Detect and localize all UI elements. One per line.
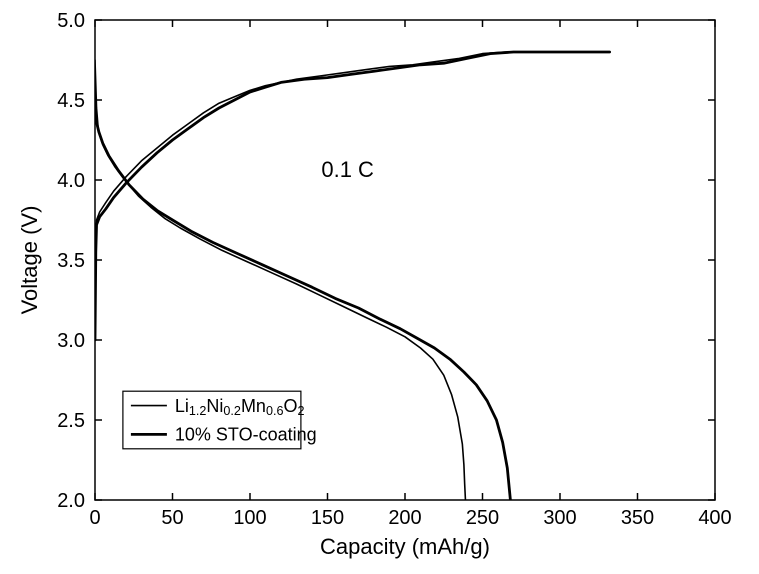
x-tick-label: 150: [311, 507, 344, 529]
y-tick-label: 3.5: [57, 250, 85, 272]
y-tick-label: 5.0: [57, 10, 85, 32]
x-tick-label: 350: [621, 507, 654, 529]
legend-label: 10% STO-coating: [175, 425, 317, 445]
y-tick-label: 2.5: [57, 410, 85, 432]
y-tick-label: 4.0: [57, 170, 85, 192]
x-tick-label: 300: [543, 507, 576, 529]
y-tick-label: 3.0: [57, 330, 85, 352]
y-tick-label: 4.5: [57, 90, 85, 112]
x-tick-label: 50: [161, 507, 183, 529]
y-tick-label: 2.0: [57, 490, 85, 512]
y-axis-label: Voltage (V): [17, 206, 42, 315]
x-tick-label: 200: [388, 507, 421, 529]
x-tick-label: 400: [698, 507, 731, 529]
x-tick-label: 250: [466, 507, 499, 529]
rate-annotation: 0.1 C: [321, 157, 374, 182]
x-tick-label: 0: [89, 507, 100, 529]
x-tick-label: 100: [233, 507, 266, 529]
x-axis-label: Capacity (mAh/g): [320, 534, 490, 559]
voltage-capacity-chart: 0 50 100 150 200 250 300 350 400 2.0 2.5 3.0 3.5 4.0 4…: [0, 0, 759, 574]
chart-container: 0 50 100 150 200 250 300 350 400 2.0 2.5 3.0 3.5 4.0 4…: [0, 0, 759, 574]
